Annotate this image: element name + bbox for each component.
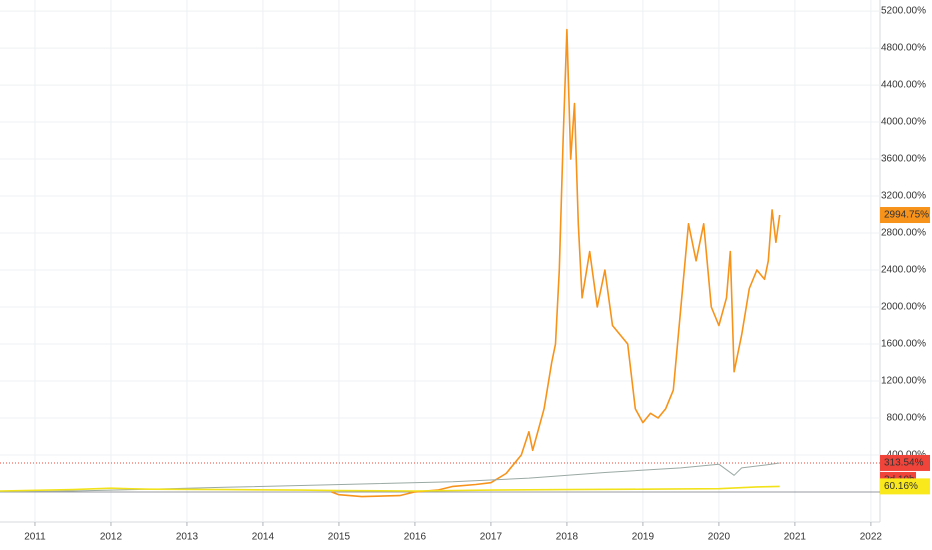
y-tick-label: 800.00% (887, 413, 927, 424)
y-tick-label: 2800.00% (881, 228, 926, 239)
x-tick-label: 2011 (24, 532, 46, 543)
value-badge (880, 207, 930, 224)
x-tick-label: 2014 (252, 532, 275, 543)
x-tick-label: 2020 (708, 532, 731, 543)
x-tick-label: 2018 (556, 532, 579, 543)
x-tick-label: 2017 (480, 532, 503, 543)
y-tick-label: 5200.00% (881, 6, 926, 17)
x-tick-label: 2019 (632, 532, 655, 543)
y-tick-label: 4000.00% (881, 117, 926, 128)
x-tick-label: 2012 (100, 532, 123, 543)
y-tick-label: 2400.00% (881, 265, 926, 276)
x-tick-label: 2022 (860, 532, 883, 543)
value-badge (880, 478, 930, 495)
y-tick-label: 1600.00% (881, 339, 926, 350)
value-badge (880, 454, 930, 471)
x-tick-label: 2015 (328, 532, 351, 543)
series-line (331, 28, 781, 498)
y-tick-label: 4400.00% (881, 80, 926, 91)
x-tick-label: 2021 (784, 532, 807, 543)
y-tick-label: 2000.00% (881, 302, 926, 313)
y-tick-label: 3200.00% (881, 191, 926, 202)
series-line (0, 485, 780, 492)
value-badge-label: 60.16% (884, 481, 918, 492)
x-tick-label: 2013 (176, 532, 199, 543)
y-tick-label: 4800.00% (881, 43, 926, 54)
x-tick-label: 2016 (404, 532, 427, 543)
value-badge-label: 313.54% (884, 458, 924, 469)
y-tick-label: 1200.00% (881, 376, 926, 387)
y-tick-label: 3600.00% (881, 154, 926, 165)
value-badge-label: 2994.75% (884, 210, 929, 221)
